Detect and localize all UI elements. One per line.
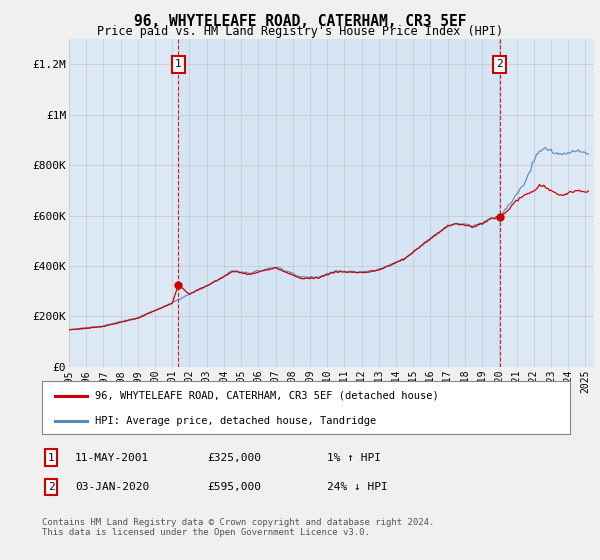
Text: 96, WHYTELEAFE ROAD, CATERHAM, CR3 5EF (detached house): 96, WHYTELEAFE ROAD, CATERHAM, CR3 5EF (… — [95, 391, 439, 401]
Text: 11-MAY-2001: 11-MAY-2001 — [75, 452, 149, 463]
Text: HPI: Average price, detached house, Tandridge: HPI: Average price, detached house, Tand… — [95, 416, 376, 426]
Text: 24% ↓ HPI: 24% ↓ HPI — [327, 482, 388, 492]
Text: Contains HM Land Registry data © Crown copyright and database right 2024.
This d: Contains HM Land Registry data © Crown c… — [42, 518, 434, 538]
Text: 2: 2 — [496, 59, 503, 69]
Text: 1: 1 — [175, 59, 182, 69]
Text: 03-JAN-2020: 03-JAN-2020 — [75, 482, 149, 492]
Text: 1% ↑ HPI: 1% ↑ HPI — [327, 452, 381, 463]
Text: 96, WHYTELEAFE ROAD, CATERHAM, CR3 5EF: 96, WHYTELEAFE ROAD, CATERHAM, CR3 5EF — [134, 14, 466, 29]
Text: £595,000: £595,000 — [207, 482, 261, 492]
Text: £325,000: £325,000 — [207, 452, 261, 463]
Text: 2: 2 — [47, 482, 55, 492]
Text: Price paid vs. HM Land Registry's House Price Index (HPI): Price paid vs. HM Land Registry's House … — [97, 25, 503, 38]
Bar — [178, 39, 500, 367]
Text: 1: 1 — [47, 452, 55, 463]
